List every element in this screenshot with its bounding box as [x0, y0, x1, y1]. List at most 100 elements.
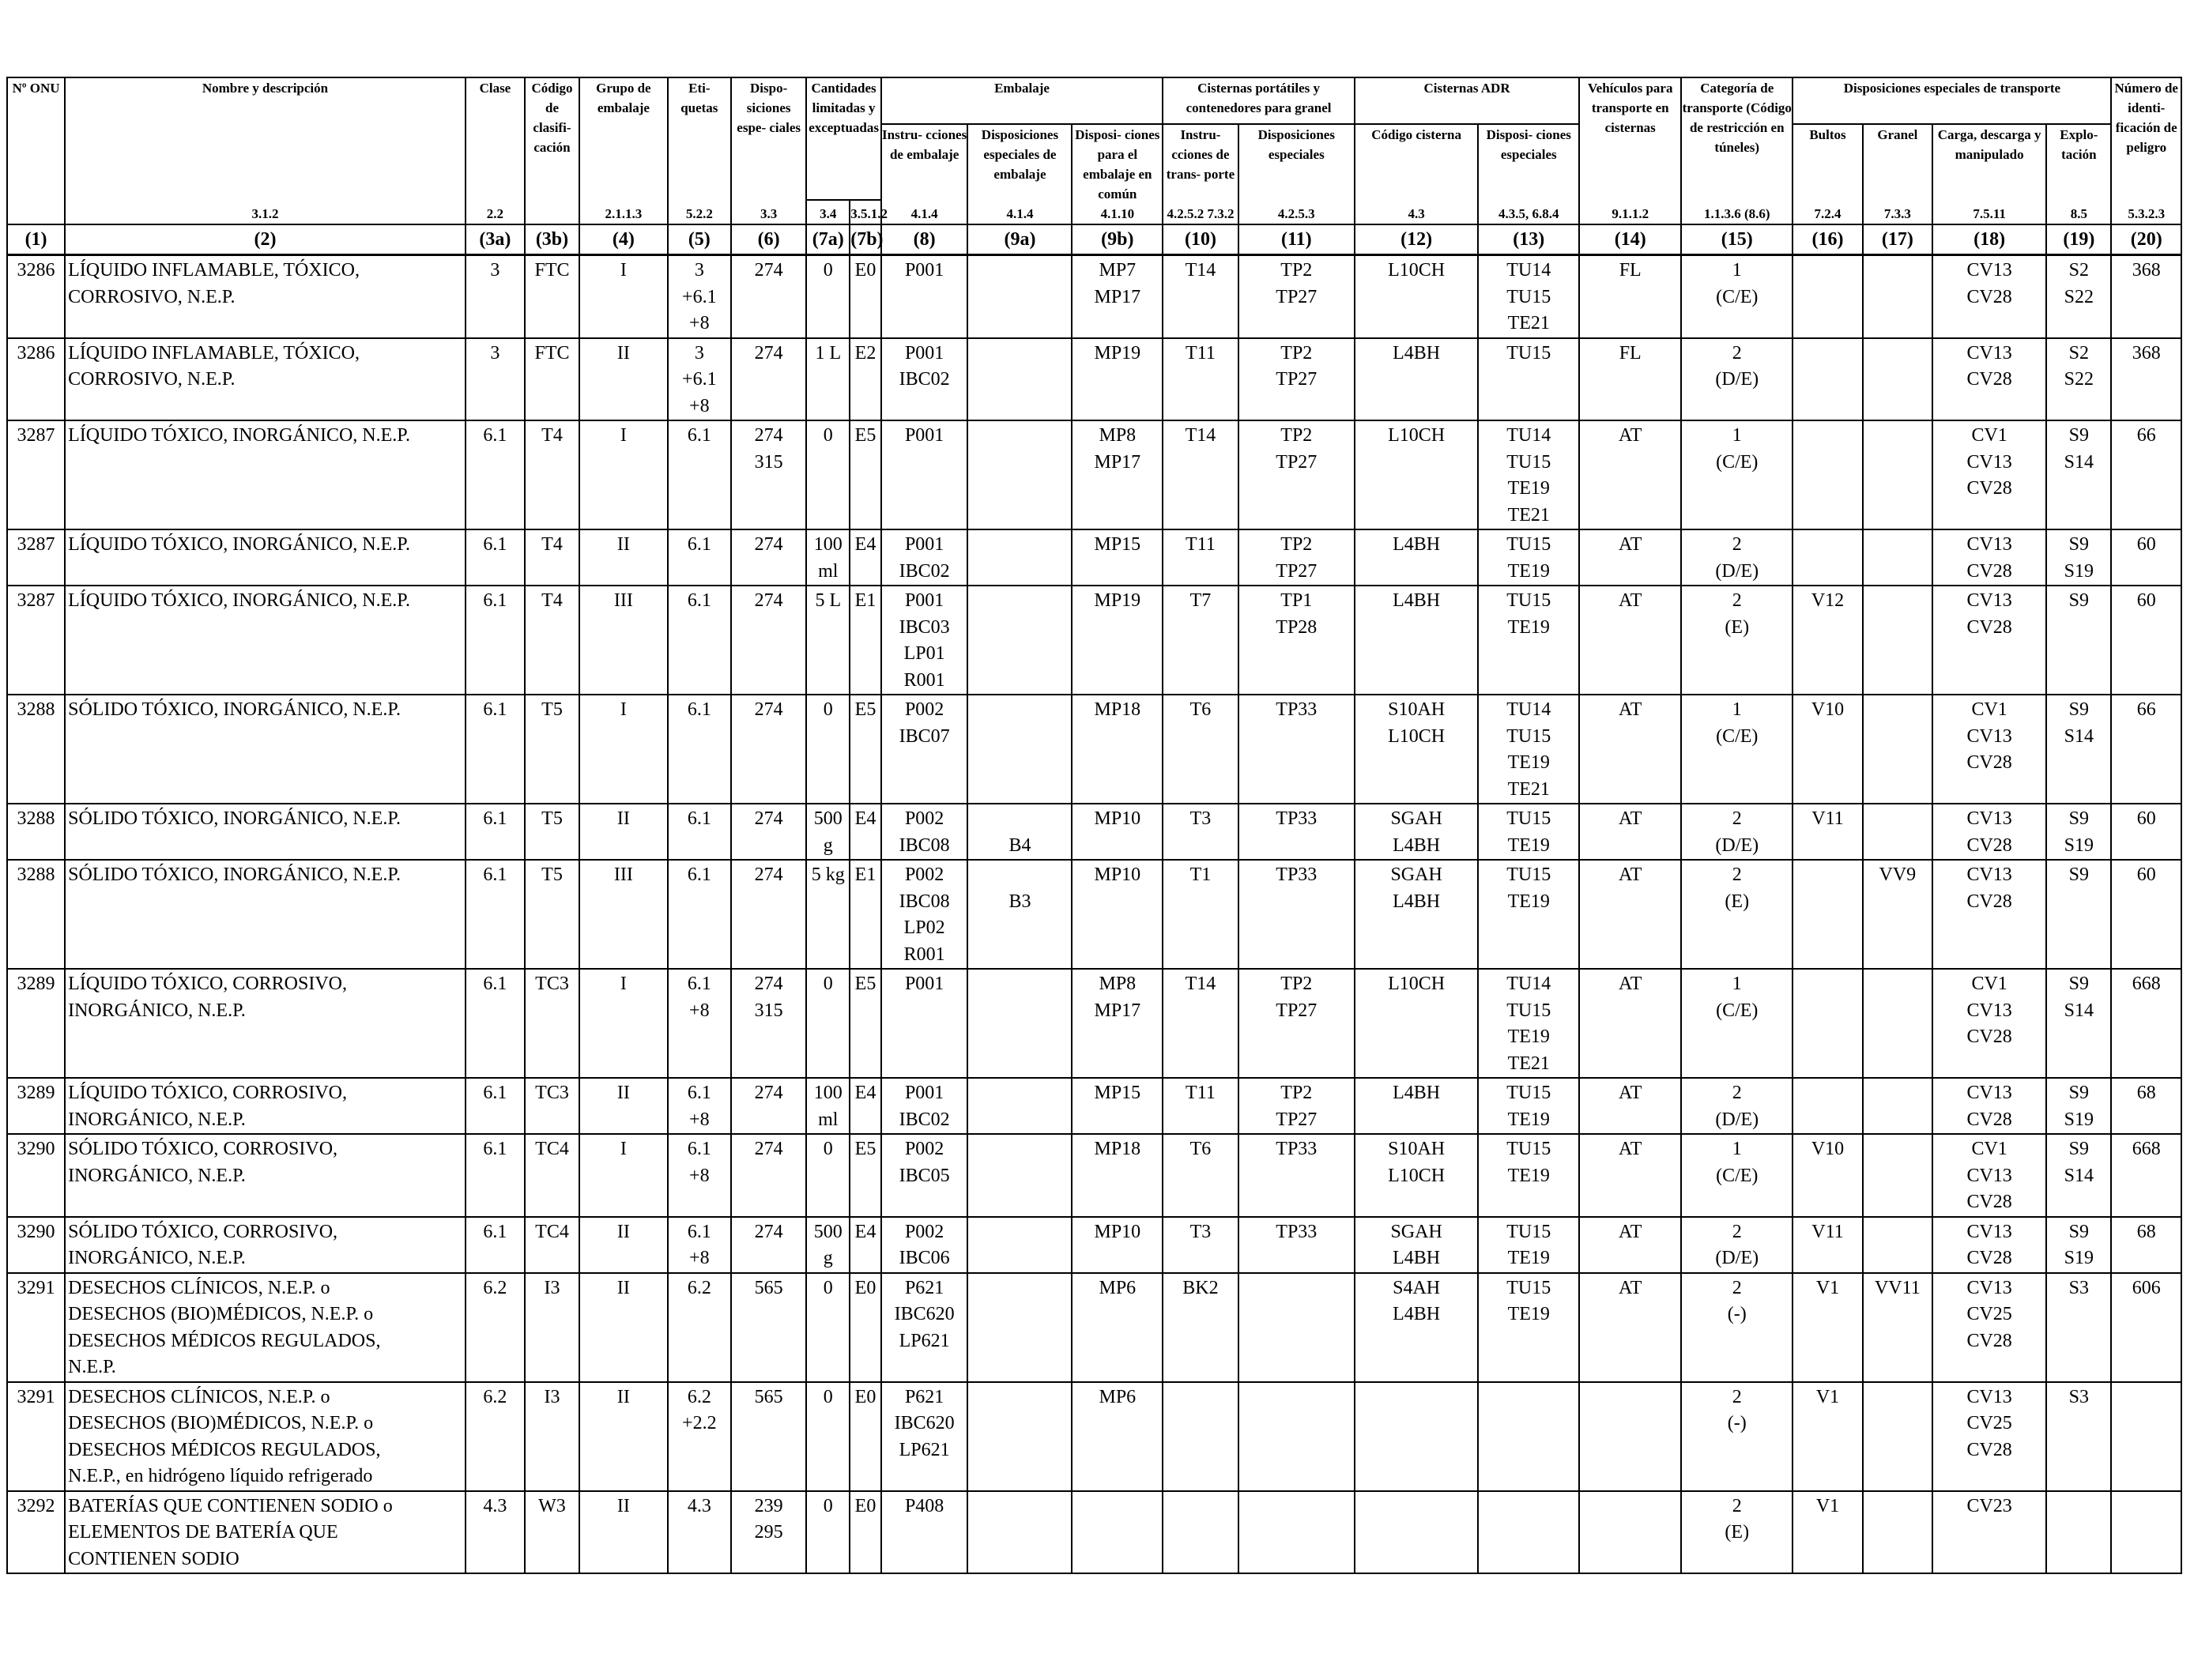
cell-loading: CV13 CV28 — [1932, 337, 2048, 421]
cell-classification-code: T5 — [523, 803, 581, 861]
cell-line: CV25 — [1966, 1413, 2012, 1433]
cell-class: 6.1 — [464, 1077, 526, 1135]
cell-tank-special — [1237, 1381, 1355, 1492]
cell-line: CV28 — [1966, 560, 2012, 582]
cell-vehicle: AT — [1578, 585, 1683, 695]
cell-name: LÍQUIDO TÓXICO, INORGÁNICO, N.E.P. — [64, 585, 466, 695]
cell-hazard-number: 66 — [2110, 694, 2182, 804]
cell-line: S9 — [2068, 425, 2090, 446]
header-special-transport: Disposiciones especiales de transporte — [1792, 77, 2113, 125]
cell-hazard-number: 68 — [2110, 1215, 2182, 1274]
cell-line: L4BH — [1393, 834, 1441, 856]
cell-line: S14 — [2064, 451, 2094, 473]
cell-mixed-packing — [1071, 1490, 1164, 1574]
cell-un-number: 3288 — [6, 803, 66, 861]
cell-tank-code: L10CH — [1353, 254, 1480, 339]
cell-excepted-qty: E5 — [849, 694, 882, 804]
cell-packages: V1 — [1792, 1271, 1864, 1383]
cell-hazard-number: 606 — [2110, 1271, 2182, 1383]
cell-un-number: 3288 — [6, 694, 66, 804]
table-header: Nº ONU Nombre y descripción 3.1.2 Clase 2.… — [6, 77, 2182, 256]
cell-excepted-qty: E4 — [849, 1215, 882, 1274]
cell-line: TU14 — [1506, 260, 1551, 281]
cell-hazard-number: 60 — [2110, 529, 2182, 586]
cell-line: TP27 — [1276, 286, 1318, 307]
cell-line: LP621 — [899, 1439, 950, 1460]
cell-hazard-number — [2110, 1490, 2182, 1574]
header-packaging: Embalaje — [880, 77, 1164, 125]
cell-packing-group: II — [579, 1215, 669, 1274]
cell-line: S9 — [2068, 1083, 2090, 1103]
cell-line: +6.1 — [682, 286, 717, 307]
cell-excepted-qty: E0 — [849, 1271, 882, 1383]
cell-line: 3 — [694, 260, 704, 281]
cell-line: CV1 — [1971, 974, 2007, 994]
cell-excepted-qty: E0 — [849, 1490, 882, 1574]
cell-line: +6.1 — [682, 369, 717, 390]
cell-hazard-number: 68 — [2110, 1077, 2182, 1135]
cell-line: CV13 — [1966, 590, 2012, 611]
cell-line: TE21 — [1507, 313, 1550, 333]
cell-line: TU15 — [1506, 725, 1551, 747]
cell-tank-special: TP1 TP28 — [1237, 585, 1355, 695]
cell-line: IBC620 — [894, 1413, 955, 1433]
cell-labels: 6.1 — [666, 529, 732, 586]
cell-line: +8 — [689, 1000, 710, 1021]
cell-line: TP2 — [1280, 974, 1313, 994]
cell-line: CV13 — [1966, 808, 2012, 829]
cell-line: CV13 — [1966, 1083, 2012, 1103]
cell-packing-instructions: P621 IBC620 LP621 — [880, 1381, 969, 1492]
cell-name: SÓLIDO TÓXICO, CORROSIVO, INORGÁNICO, N.E… — [64, 1133, 466, 1218]
cell-tank-instructions — [1162, 1381, 1239, 1492]
cell-adr-tank-special: TU15 TE19 — [1477, 1271, 1581, 1383]
cell-line: TP27 — [1276, 1109, 1318, 1130]
cell-line: (C/E) — [1716, 725, 1759, 747]
table-row: 3291 DESECHOS CLÍNICOS, N.E.P. o DESECHOS … — [6, 1271, 2182, 1383]
cell-limited-qty: 100 ml — [805, 1077, 851, 1135]
cell-line: CV28 — [1966, 478, 2012, 499]
cell-line: S9 — [2068, 534, 2090, 555]
cell-line: TE19 — [1507, 1026, 1550, 1047]
cell-bulk — [1861, 337, 1934, 421]
cell-name: LÍQUIDO TÓXICO, CORROSIVO, INORGÁNICO, N.… — [64, 968, 466, 1079]
cell-line: TE19 — [1507, 891, 1550, 912]
cell-tank-code: L4BH — [1353, 337, 1480, 421]
cell-bulk — [1861, 254, 1934, 339]
cell-line: S14 — [2064, 1165, 2094, 1186]
cell-line: TU15 — [1506, 1139, 1551, 1159]
cell-line: (C/E) — [1716, 1165, 1759, 1186]
cell-class: 6.1 — [464, 803, 526, 861]
cell-packing-special — [967, 1271, 1073, 1383]
cell-tank-code: L4BH — [1353, 1077, 1480, 1135]
cell-operation: S9 S14 — [2045, 968, 2113, 1079]
header-tank-code: Código cisterna 4.3 — [1353, 123, 1480, 225]
column-number: (13) — [1477, 224, 1581, 256]
cell-line: 2 — [1732, 1495, 1742, 1516]
cell-classification-code: TC4 — [523, 1133, 581, 1218]
cell-limited-qty: 100 ml — [805, 529, 851, 586]
cell-line: CONTIENEN SODIO — [68, 1548, 239, 1569]
cell-line: CV13 — [1966, 1221, 2012, 1242]
cell-adr-tank-special: TU15 TE19 — [1477, 585, 1581, 695]
cell-line: TP27 — [1276, 560, 1318, 582]
cell-line: TP2 — [1280, 260, 1313, 281]
cell-hazard-number: 66 — [2110, 420, 2182, 530]
cell-special-provisions: 274 — [729, 585, 808, 695]
cell-line: INORGÁNICO, N.E.P. — [68, 1248, 246, 1268]
cell-classification-code: T4 — [523, 529, 581, 586]
cell-special-provisions: 274 — [729, 1215, 808, 1274]
cell-adr-tank-special: TU15 TE19 — [1477, 859, 1581, 970]
cell-name: LÍQUIDO TÓXICO, INORGÁNICO, N.E.P. — [64, 529, 466, 586]
header-pt-special: Disposiciones especiales 4.2.5.3 — [1237, 123, 1355, 225]
cell-line: +8 — [689, 1109, 710, 1130]
cell-line: TU15 — [1506, 534, 1551, 555]
cell-line: SGAH — [1390, 864, 1442, 885]
cell-line: TP2 — [1280, 425, 1313, 446]
cell-line: LÍQUIDO TÓXICO, CORROSIVO, — [68, 974, 347, 994]
header-transport-category: Categoría de transporte (Código de restr… — [1680, 77, 1794, 225]
cell-line: (D/E) — [1715, 1109, 1759, 1130]
cell-class: 4.3 — [464, 1490, 526, 1574]
cell-un-number: 3291 — [6, 1271, 66, 1383]
cell-tank-special: TP2 TP27 — [1237, 337, 1355, 421]
cell-line: LÍQUIDO INFLAMABLE, TÓXICO, — [68, 260, 360, 281]
